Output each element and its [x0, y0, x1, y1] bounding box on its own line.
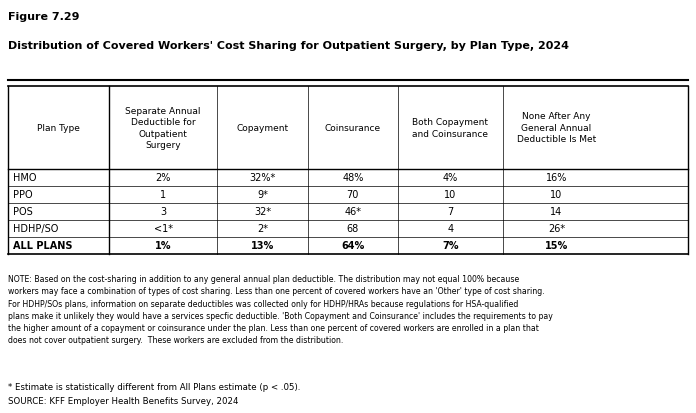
Text: Coinsurance: Coinsurance: [325, 123, 381, 133]
Text: Copayment: Copayment: [237, 123, 288, 133]
Text: 10: 10: [444, 190, 457, 200]
Text: PPO: PPO: [13, 190, 33, 200]
Text: 3: 3: [160, 206, 166, 217]
Text: NOTE: Based on the cost-sharing in addition to any general annual plan deductibl: NOTE: Based on the cost-sharing in addit…: [8, 275, 553, 344]
Text: HDHP/SO: HDHP/SO: [13, 223, 58, 234]
Text: 2*: 2*: [257, 223, 268, 234]
Text: Separate Annual
Deductible for
Outpatient
Surgery: Separate Annual Deductible for Outpatien…: [125, 107, 201, 150]
Text: 16%: 16%: [546, 173, 567, 183]
Text: None After Any
General Annual
Deductible Is Met: None After Any General Annual Deductible…: [517, 112, 596, 144]
Text: Plan Type: Plan Type: [38, 123, 80, 133]
Text: 70: 70: [347, 190, 359, 200]
Text: 1%: 1%: [155, 240, 171, 251]
Text: 32%*: 32%*: [249, 173, 276, 183]
Text: 15%: 15%: [545, 240, 568, 251]
Text: SOURCE: KFF Employer Health Benefits Survey, 2024: SOURCE: KFF Employer Health Benefits Sur…: [8, 396, 239, 406]
Text: <1*: <1*: [154, 223, 173, 234]
Text: 4%: 4%: [443, 173, 458, 183]
Text: 4: 4: [448, 223, 453, 234]
Text: HMO: HMO: [13, 173, 37, 183]
Text: POS: POS: [13, 206, 33, 217]
Text: 13%: 13%: [251, 240, 274, 251]
Text: 7%: 7%: [442, 240, 459, 251]
Text: 10: 10: [551, 190, 562, 200]
Text: 64%: 64%: [341, 240, 365, 251]
Text: Distribution of Covered Workers' Cost Sharing for Outpatient Surgery, by Plan Ty: Distribution of Covered Workers' Cost Sh…: [8, 41, 569, 51]
Text: Both Copayment
and Coinsurance: Both Copayment and Coinsurance: [412, 118, 489, 138]
Text: 46*: 46*: [345, 206, 361, 217]
Text: 26*: 26*: [548, 223, 565, 234]
Text: 32*: 32*: [254, 206, 271, 217]
Text: 48%: 48%: [342, 173, 363, 183]
Text: 68: 68: [347, 223, 359, 234]
Text: 1: 1: [160, 190, 166, 200]
Text: 14: 14: [551, 206, 562, 217]
Text: ALL PLANS: ALL PLANS: [13, 240, 72, 251]
Text: Figure 7.29: Figure 7.29: [8, 12, 80, 22]
Text: 7: 7: [448, 206, 453, 217]
Text: 2%: 2%: [155, 173, 171, 183]
Text: * Estimate is statistically different from All Plans estimate (p < .05).: * Estimate is statistically different fr…: [8, 382, 301, 391]
Text: 9*: 9*: [257, 190, 268, 200]
